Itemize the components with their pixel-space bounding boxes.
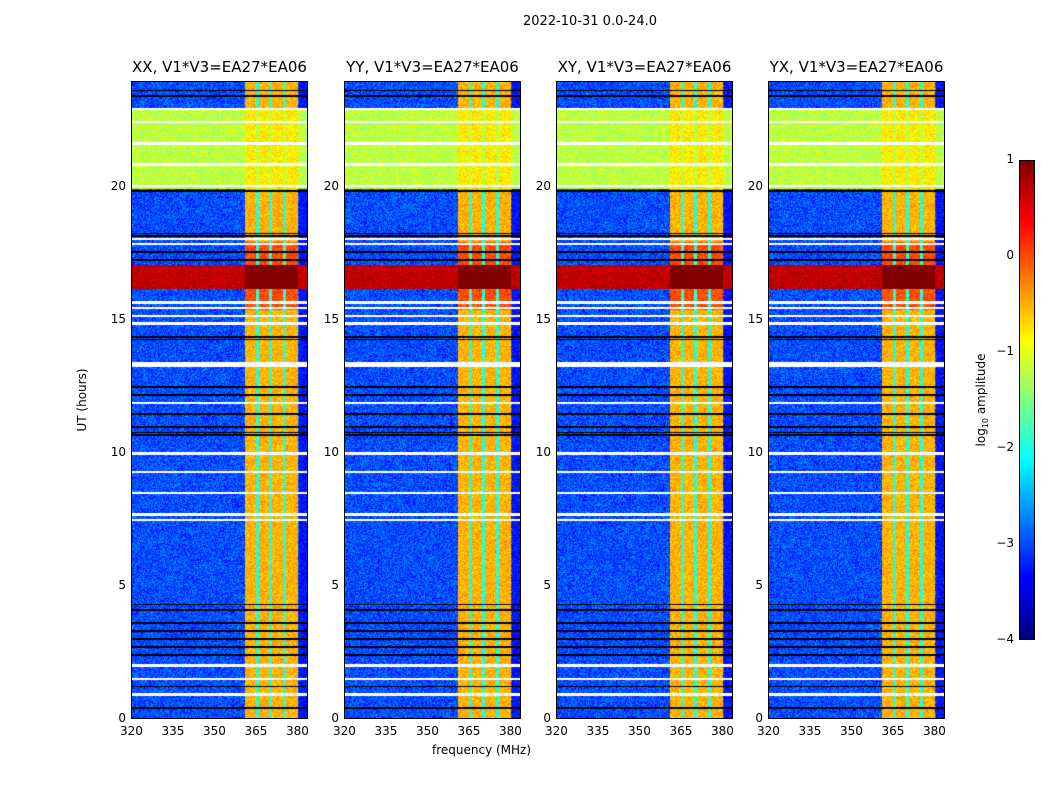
- x-tick-label: 380: [498, 724, 522, 738]
- colorbar-tick-label: −3: [996, 536, 1014, 550]
- colorbar-tick-label: −1: [996, 344, 1014, 358]
- x-tick-label: 380: [710, 724, 734, 738]
- x-tick-label: 350: [839, 724, 863, 738]
- spectrogram-panel: [556, 81, 733, 719]
- x-tick-label: 350: [202, 724, 226, 738]
- x-tick-label: 320: [757, 724, 780, 738]
- x-tick-label: 335: [374, 724, 398, 738]
- x-tick-label: 365: [244, 724, 268, 738]
- x-tick-label: 365: [457, 724, 481, 738]
- y-tick-label: 0: [118, 711, 126, 725]
- x-tick-label: 350: [415, 724, 439, 738]
- x-tick-label: 320: [120, 724, 143, 738]
- y-tick-label: 15: [535, 312, 551, 327]
- y-tick-label: 10: [323, 445, 339, 460]
- y-tick-label: 15: [323, 312, 339, 327]
- colorbar-tick-label: 1: [1006, 152, 1014, 166]
- x-tick-label: 335: [161, 724, 185, 738]
- y-tick-label: 20: [535, 179, 551, 194]
- panel-title: XY, V1*V3=EA27*EA06: [557, 58, 732, 76]
- y-tick-label: 15: [110, 312, 126, 327]
- y-tick-label: 10: [535, 445, 551, 460]
- x-tick-label: 320: [545, 724, 568, 738]
- x-tick-label: 380: [922, 724, 946, 738]
- y-tick-label: 5: [755, 578, 763, 593]
- heatmap-image: [769, 82, 944, 718]
- y-tick-label: 0: [755, 711, 763, 725]
- spectrogram-panel: [131, 81, 308, 719]
- x-tick-label: 350: [627, 724, 651, 738]
- panel-title: YX, V1*V3=EA27*EA06: [769, 58, 944, 76]
- y-tick-label: 20: [747, 179, 763, 194]
- panel-title: XX, V1*V3=EA27*EA06: [132, 58, 307, 76]
- x-tick-label: 335: [586, 724, 610, 738]
- x-tick-label: 365: [669, 724, 693, 738]
- x-tick-label: 320: [333, 724, 356, 738]
- colorbar-tick-label: 0: [1006, 248, 1014, 262]
- panel-title: YY, V1*V3=EA27*EA06: [346, 58, 519, 76]
- colorbar-tick-label: −2: [996, 440, 1014, 454]
- y-tick-label: 5: [331, 578, 339, 593]
- figure-title: 2022-10-31 0.0-24.0: [523, 14, 657, 29]
- x-tick-label: 365: [881, 724, 905, 738]
- y-tick-label: 0: [331, 711, 339, 725]
- y-tick-label: 10: [110, 445, 126, 460]
- colorbar-tick-label: −4: [996, 632, 1014, 646]
- x-tick-label: 380: [285, 724, 309, 738]
- spectrogram-panel: [344, 81, 521, 719]
- colorbar-label: log10 amplitude: [973, 353, 991, 447]
- x-axis-label: frequency (MHz): [432, 743, 532, 757]
- heatmap-image: [557, 82, 732, 718]
- x-tick-label: 335: [798, 724, 822, 738]
- y-tick-label: 10: [747, 445, 763, 460]
- y-tick-label: 5: [543, 578, 551, 593]
- spectrogram-panel: [768, 81, 945, 719]
- y-tick-label: 20: [323, 179, 339, 194]
- y-axis-label: UT (hours): [75, 368, 89, 432]
- y-tick-label: 20: [110, 179, 126, 194]
- colorbar: [1019, 160, 1035, 640]
- y-tick-label: 15: [747, 312, 763, 327]
- y-tick-label: 0: [543, 711, 551, 725]
- heatmap-image: [345, 82, 520, 718]
- y-tick-label: 5: [118, 578, 126, 593]
- heatmap-image: [132, 82, 307, 718]
